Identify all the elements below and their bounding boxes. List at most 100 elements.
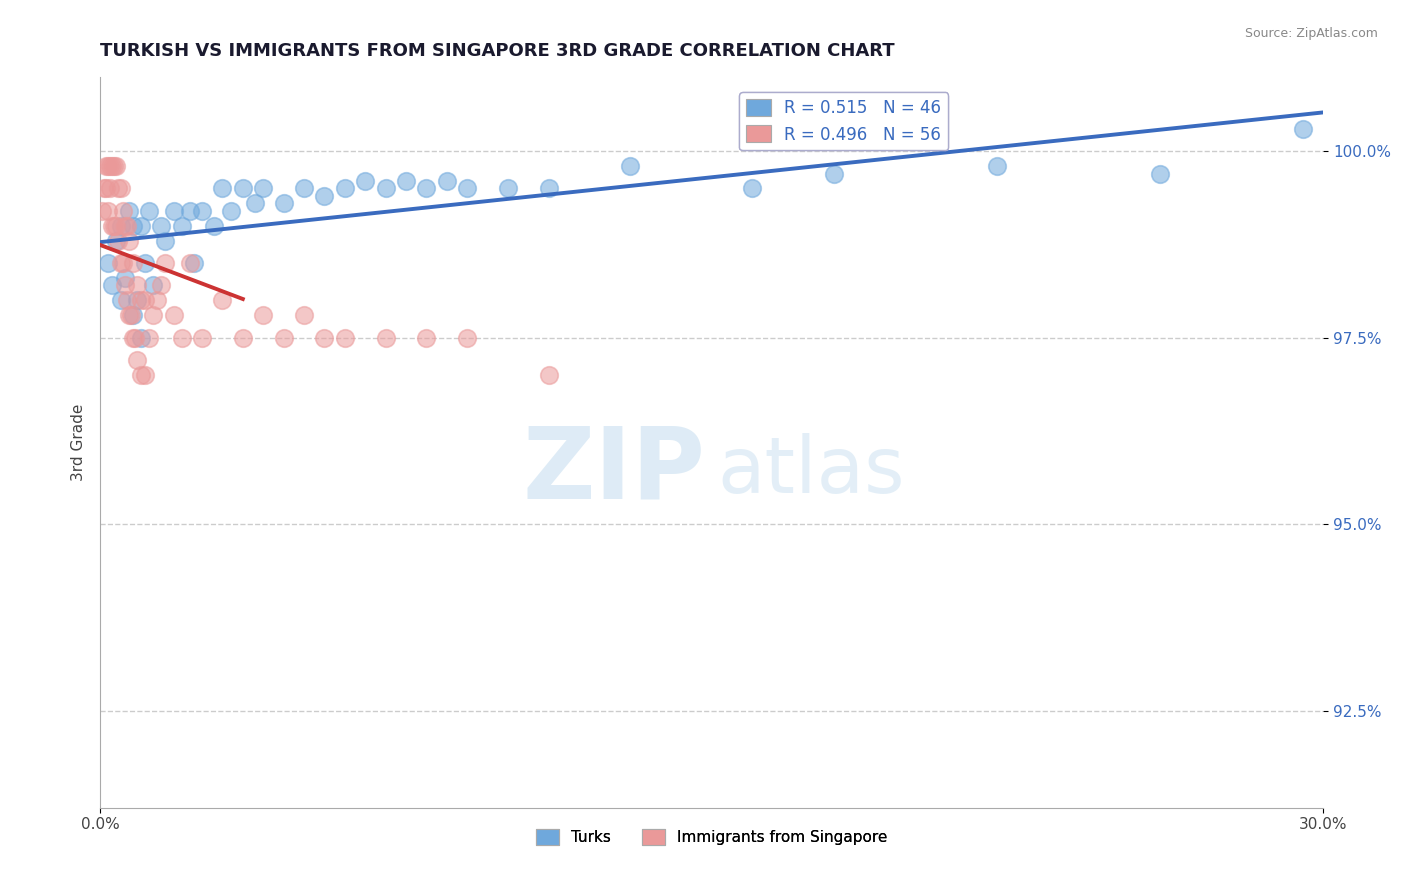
Point [183, 256, 205, 270]
Text: TURKISH VS IMMIGRANTS FROM SINGAPORE 3RD GRADE CORRELATION CHART: TURKISH VS IMMIGRANTS FROM SINGAPORE 3RD… [100, 42, 894, 60]
Legend: R = 0.515   N = 46, R = 0.496   N = 56: R = 0.515 N = 46, R = 0.496 N = 56 [740, 92, 948, 150]
Point [134, 293, 156, 308]
Point [496, 181, 519, 195]
Point [91, 203, 114, 218]
Point [101, 219, 124, 233]
Point [134, 256, 156, 270]
Point [115, 219, 138, 233]
Point [415, 331, 437, 345]
Point [110, 219, 132, 233]
Text: ZIP: ZIP [523, 423, 706, 520]
Point [101, 278, 124, 293]
Point [155, 256, 177, 270]
Y-axis label: 3rd Grade: 3rd Grade [72, 403, 86, 481]
Point [142, 308, 165, 322]
Point [374, 331, 396, 345]
Point [162, 203, 184, 218]
Point [138, 331, 160, 345]
Point [150, 219, 173, 233]
Point [129, 331, 152, 345]
Point [96, 159, 118, 173]
Point [232, 331, 254, 345]
Point [537, 368, 560, 382]
Point [98, 159, 121, 173]
Point [211, 181, 233, 195]
Point [1149, 167, 1171, 181]
Point [120, 308, 142, 322]
Point [273, 196, 295, 211]
Point [110, 256, 132, 270]
Point [114, 278, 136, 293]
Point [97, 159, 120, 173]
Point [252, 181, 274, 195]
Point [105, 234, 128, 248]
Point [110, 181, 132, 195]
Point [179, 256, 201, 270]
Point [191, 331, 214, 345]
Point [314, 189, 336, 203]
Point [103, 219, 125, 233]
Point [114, 271, 136, 285]
Point [103, 159, 125, 173]
Point [823, 167, 845, 181]
Point [374, 181, 396, 195]
Point [191, 203, 214, 218]
Point [142, 278, 165, 293]
Point [138, 203, 160, 218]
Point [162, 308, 184, 322]
Point [105, 219, 128, 233]
Point [111, 256, 134, 270]
Point [314, 331, 336, 345]
Point [129, 219, 152, 233]
Point [333, 181, 356, 195]
Point [292, 181, 315, 195]
Point [114, 219, 136, 233]
Point [211, 293, 233, 308]
Point [456, 181, 478, 195]
Point [118, 203, 141, 218]
Point [96, 181, 118, 195]
Point [150, 278, 173, 293]
Point [741, 181, 763, 195]
Point [121, 219, 143, 233]
Point [232, 181, 254, 195]
Point [121, 331, 143, 345]
Point [118, 308, 141, 322]
Point [98, 181, 121, 195]
Text: Source: ZipAtlas.com: Source: ZipAtlas.com [1244, 27, 1378, 40]
Point [93, 181, 115, 195]
Point [170, 331, 193, 345]
Point [292, 308, 315, 322]
Point [354, 174, 377, 188]
Point [129, 368, 152, 382]
Point [107, 234, 129, 248]
Point [111, 203, 134, 218]
Point [986, 159, 1008, 173]
Point [436, 174, 458, 188]
Point [619, 159, 641, 173]
Point [124, 331, 146, 345]
Point [202, 219, 225, 233]
Point [129, 293, 152, 308]
Point [273, 331, 295, 345]
Point [97, 256, 120, 270]
Point [105, 159, 128, 173]
Point [219, 203, 242, 218]
Point [97, 203, 120, 218]
Point [146, 293, 169, 308]
Point [134, 368, 156, 382]
Point [125, 278, 148, 293]
Point [107, 181, 129, 195]
Point [456, 331, 478, 345]
Point [155, 234, 177, 248]
Text: atlas: atlas [718, 434, 905, 509]
Point [1292, 121, 1315, 136]
Point [415, 181, 437, 195]
Point [252, 308, 274, 322]
Point [125, 293, 148, 308]
Point [395, 174, 418, 188]
Point [179, 203, 201, 218]
Point [121, 256, 143, 270]
Point [110, 293, 132, 308]
Point [101, 159, 124, 173]
